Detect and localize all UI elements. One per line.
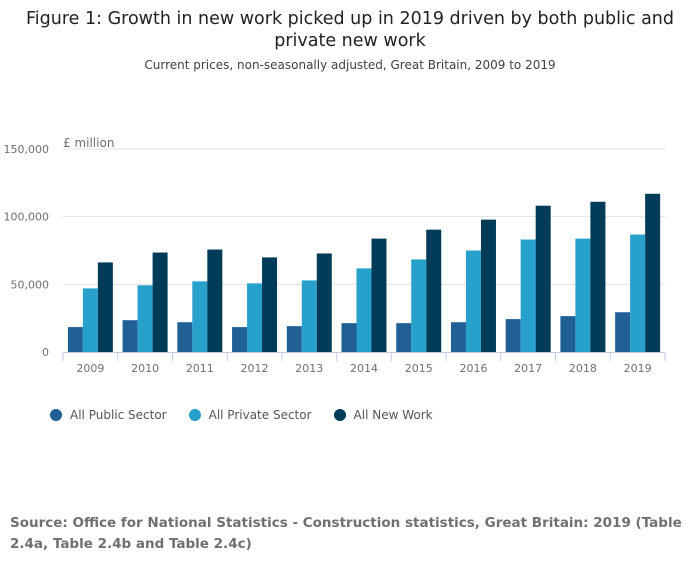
- bar-all-private-sector: [520, 239, 536, 352]
- bar-all-public-sector: [615, 312, 631, 352]
- bar-all-private-sector: [630, 234, 646, 352]
- bar-all-new-work: [426, 229, 442, 352]
- bar-all-private-sector: [137, 285, 153, 352]
- bar-all-public-sector: [232, 327, 248, 352]
- x-tick-label: 2015: [405, 362, 433, 375]
- x-tick-label: 2019: [624, 362, 652, 375]
- legend-label: All Public Sector: [70, 408, 167, 422]
- bar-all-public-sector: [396, 323, 412, 352]
- bar-all-private-sector: [575, 238, 591, 352]
- bar-all-private-sector: [82, 288, 98, 352]
- bar-all-private-sector: [301, 280, 317, 352]
- bar-all-new-work: [262, 257, 278, 352]
- legend-item[interactable]: All Private Sector: [188, 408, 312, 422]
- legend-item[interactable]: All Public Sector: [50, 408, 167, 422]
- x-tick-label: 2018: [569, 362, 597, 375]
- x-tick-label: 2014: [350, 362, 378, 375]
- chart-title: Figure 1: Growth in new work picked up i…: [25, 9, 674, 51]
- bar-all-new-work: [480, 219, 496, 352]
- bar-all-new-work: [207, 249, 223, 352]
- bar-all-public-sector: [505, 319, 521, 352]
- x-tick-label: 2013: [295, 362, 323, 375]
- bar-all-public-sector: [122, 320, 138, 352]
- bar-all-new-work: [535, 205, 551, 352]
- bar-all-private-sector: [192, 281, 208, 352]
- legend: All Public Sector All Private Sector All N…: [50, 408, 433, 422]
- bar-all-public-sector: [67, 327, 83, 352]
- bar-all-private-sector: [356, 268, 372, 352]
- legend-label: All New Work: [353, 408, 433, 422]
- y-tick-label: 0: [42, 346, 49, 359]
- y-tick-label: 50,000: [11, 278, 50, 291]
- bar-all-new-work: [645, 193, 661, 352]
- bar-all-public-sector: [286, 326, 302, 352]
- x-tick-label: 2017: [514, 362, 542, 375]
- x-tick-label: 2016: [459, 362, 487, 375]
- chart-subtitle: Current prices, non-seasonally adjusted,…: [144, 58, 556, 72]
- bar-all-public-sector: [560, 316, 576, 352]
- legend-swatch-icon: [188, 409, 201, 421]
- bar-all-new-work: [371, 238, 387, 352]
- bar-chart: £ million 0 50,000 100,000 150,000 2009 2010 2…: [4, 136, 666, 375]
- bar-all-new-work: [152, 252, 168, 352]
- legend-item[interactable]: All New Work: [333, 408, 433, 422]
- bar-all-public-sector: [450, 322, 466, 352]
- legend-label: All Private Sector: [208, 408, 312, 422]
- source-note: Source: Office for National Statistics -…: [10, 515, 682, 552]
- legend-swatch-icon: [50, 409, 62, 421]
- x-tick-label: 2011: [186, 362, 214, 375]
- x-tick-label: 2010: [131, 362, 159, 375]
- y-tick-label: 150,000: [4, 143, 50, 156]
- bar-all-new-work: [316, 253, 332, 352]
- bar-all-public-sector: [177, 322, 193, 352]
- bar-all-new-work: [97, 262, 113, 352]
- bar-all-new-work: [590, 201, 606, 352]
- bar-all-public-sector: [341, 323, 357, 352]
- y-tick-label: 100,000: [4, 211, 50, 224]
- bar-all-private-sector: [465, 250, 481, 352]
- bar-all-private-sector: [247, 283, 263, 352]
- x-tick-label: 2012: [241, 362, 269, 375]
- y-axis-label: £ million: [63, 136, 114, 150]
- legend-swatch-icon: [333, 409, 346, 421]
- x-tick-label: 2009: [76, 362, 104, 375]
- bar-all-private-sector: [411, 259, 427, 352]
